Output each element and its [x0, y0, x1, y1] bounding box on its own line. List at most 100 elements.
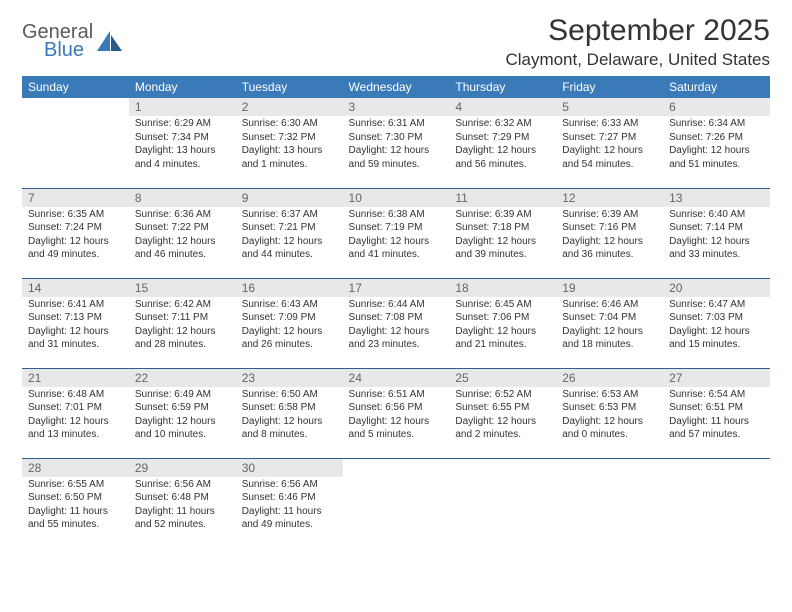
day-details: Sunrise: 6:32 AMSunset: 7:29 PMDaylight:… — [449, 116, 556, 175]
day-details: Sunrise: 6:41 AMSunset: 7:13 PMDaylight:… — [22, 297, 129, 356]
day-cell: 11Sunrise: 6:39 AMSunset: 7:18 PMDayligh… — [449, 188, 556, 278]
day-number: 30 — [236, 459, 343, 477]
day-details: Sunrise: 6:33 AMSunset: 7:27 PMDaylight:… — [556, 116, 663, 175]
dayname-cell: Sunday — [22, 76, 129, 98]
day-details: Sunrise: 6:39 AMSunset: 7:18 PMDaylight:… — [449, 207, 556, 266]
day-number: 13 — [663, 189, 770, 207]
day-details: Sunrise: 6:53 AMSunset: 6:53 PMDaylight:… — [556, 387, 663, 446]
day-cell: 30Sunrise: 6:56 AMSunset: 6:46 PMDayligh… — [236, 458, 343, 548]
day-cell: 21Sunrise: 6:48 AMSunset: 7:01 PMDayligh… — [22, 368, 129, 458]
day-details: Sunrise: 6:36 AMSunset: 7:22 PMDaylight:… — [129, 207, 236, 266]
day-details: Sunrise: 6:50 AMSunset: 6:58 PMDaylight:… — [236, 387, 343, 446]
day-cell: 20Sunrise: 6:47 AMSunset: 7:03 PMDayligh… — [663, 278, 770, 368]
day-cell: 29Sunrise: 6:56 AMSunset: 6:48 PMDayligh… — [129, 458, 236, 548]
day-number: 16 — [236, 279, 343, 297]
day-details: Sunrise: 6:56 AMSunset: 6:46 PMDaylight:… — [236, 477, 343, 536]
day-cell: 25Sunrise: 6:52 AMSunset: 6:55 PMDayligh… — [449, 368, 556, 458]
day-number: 11 — [449, 189, 556, 207]
day-details: Sunrise: 6:55 AMSunset: 6:50 PMDaylight:… — [22, 477, 129, 536]
dayname-cell: Monday — [129, 76, 236, 98]
day-cell: 19Sunrise: 6:46 AMSunset: 7:04 PMDayligh… — [556, 278, 663, 368]
day-number: 21 — [22, 369, 129, 387]
day-number: 25 — [449, 369, 556, 387]
week-row: 1Sunrise: 6:29 AMSunset: 7:34 PMDaylight… — [22, 98, 770, 188]
day-number: 9 — [236, 189, 343, 207]
day-number: 29 — [129, 459, 236, 477]
logo-word-2: Blue — [22, 40, 93, 60]
day-details: Sunrise: 6:43 AMSunset: 7:09 PMDaylight:… — [236, 297, 343, 356]
day-details: Sunrise: 6:39 AMSunset: 7:16 PMDaylight:… — [556, 207, 663, 266]
dayname-cell: Friday — [556, 76, 663, 98]
location: Claymont, Delaware, United States — [505, 50, 770, 70]
day-number: 22 — [129, 369, 236, 387]
day-cell — [449, 458, 556, 548]
day-number: 5 — [556, 98, 663, 116]
day-cell — [663, 458, 770, 548]
day-number: 26 — [556, 369, 663, 387]
day-number: 15 — [129, 279, 236, 297]
day-number: 1 — [129, 98, 236, 116]
day-cell: 6Sunrise: 6:34 AMSunset: 7:26 PMDaylight… — [663, 98, 770, 188]
day-details: Sunrise: 6:40 AMSunset: 7:14 PMDaylight:… — [663, 207, 770, 266]
day-number: 17 — [343, 279, 450, 297]
day-details: Sunrise: 6:56 AMSunset: 6:48 PMDaylight:… — [129, 477, 236, 536]
day-cell: 28Sunrise: 6:55 AMSunset: 6:50 PMDayligh… — [22, 458, 129, 548]
day-cell: 18Sunrise: 6:45 AMSunset: 7:06 PMDayligh… — [449, 278, 556, 368]
month-title: September 2025 — [505, 14, 770, 48]
day-cell: 16Sunrise: 6:43 AMSunset: 7:09 PMDayligh… — [236, 278, 343, 368]
day-cell: 23Sunrise: 6:50 AMSunset: 6:58 PMDayligh… — [236, 368, 343, 458]
day-number: 19 — [556, 279, 663, 297]
day-number: 18 — [449, 279, 556, 297]
day-cell: 3Sunrise: 6:31 AMSunset: 7:30 PMDaylight… — [343, 98, 450, 188]
day-cell: 7Sunrise: 6:35 AMSunset: 7:24 PMDaylight… — [22, 188, 129, 278]
day-cell: 24Sunrise: 6:51 AMSunset: 6:56 PMDayligh… — [343, 368, 450, 458]
logo-text: General Blue — [22, 22, 93, 60]
day-details: Sunrise: 6:46 AMSunset: 7:04 PMDaylight:… — [556, 297, 663, 356]
week-row: 7Sunrise: 6:35 AMSunset: 7:24 PMDaylight… — [22, 188, 770, 278]
day-details: Sunrise: 6:48 AMSunset: 7:01 PMDaylight:… — [22, 387, 129, 446]
day-details: Sunrise: 6:29 AMSunset: 7:34 PMDaylight:… — [129, 116, 236, 175]
week-row: 28Sunrise: 6:55 AMSunset: 6:50 PMDayligh… — [22, 458, 770, 548]
day-details: Sunrise: 6:45 AMSunset: 7:06 PMDaylight:… — [449, 297, 556, 356]
day-number: 14 — [22, 279, 129, 297]
day-details: Sunrise: 6:52 AMSunset: 6:55 PMDaylight:… — [449, 387, 556, 446]
day-cell — [343, 458, 450, 548]
day-number: 27 — [663, 369, 770, 387]
day-number: 24 — [343, 369, 450, 387]
dayname-cell: Tuesday — [236, 76, 343, 98]
day-cell: 1Sunrise: 6:29 AMSunset: 7:34 PMDaylight… — [129, 98, 236, 188]
day-cell — [22, 98, 129, 188]
dayname-cell: Wednesday — [343, 76, 450, 98]
calendar-page: General Blue September 2025 Claymont, De… — [0, 0, 792, 562]
day-number: 23 — [236, 369, 343, 387]
day-cell: 8Sunrise: 6:36 AMSunset: 7:22 PMDaylight… — [129, 188, 236, 278]
dayname-row: SundayMondayTuesdayWednesdayThursdayFrid… — [22, 76, 770, 98]
day-details: Sunrise: 6:35 AMSunset: 7:24 PMDaylight:… — [22, 207, 129, 266]
day-number: 4 — [449, 98, 556, 116]
day-details: Sunrise: 6:31 AMSunset: 7:30 PMDaylight:… — [343, 116, 450, 175]
day-cell: 22Sunrise: 6:49 AMSunset: 6:59 PMDayligh… — [129, 368, 236, 458]
day-cell: 2Sunrise: 6:30 AMSunset: 7:32 PMDaylight… — [236, 98, 343, 188]
day-details: Sunrise: 6:44 AMSunset: 7:08 PMDaylight:… — [343, 297, 450, 356]
header: General Blue September 2025 Claymont, De… — [22, 14, 770, 70]
day-details: Sunrise: 6:54 AMSunset: 6:51 PMDaylight:… — [663, 387, 770, 446]
logo-sail-icon — [97, 31, 123, 53]
day-number: 12 — [556, 189, 663, 207]
day-cell: 13Sunrise: 6:40 AMSunset: 7:14 PMDayligh… — [663, 188, 770, 278]
day-number: 8 — [129, 189, 236, 207]
day-cell: 12Sunrise: 6:39 AMSunset: 7:16 PMDayligh… — [556, 188, 663, 278]
day-cell: 17Sunrise: 6:44 AMSunset: 7:08 PMDayligh… — [343, 278, 450, 368]
day-number: 20 — [663, 279, 770, 297]
day-number: 3 — [343, 98, 450, 116]
day-details: Sunrise: 6:51 AMSunset: 6:56 PMDaylight:… — [343, 387, 450, 446]
day-details: Sunrise: 6:49 AMSunset: 6:59 PMDaylight:… — [129, 387, 236, 446]
day-cell: 27Sunrise: 6:54 AMSunset: 6:51 PMDayligh… — [663, 368, 770, 458]
calendar-table: SundayMondayTuesdayWednesdayThursdayFrid… — [22, 76, 770, 548]
day-details: Sunrise: 6:38 AMSunset: 7:19 PMDaylight:… — [343, 207, 450, 266]
day-cell: 5Sunrise: 6:33 AMSunset: 7:27 PMDaylight… — [556, 98, 663, 188]
day-details: Sunrise: 6:37 AMSunset: 7:21 PMDaylight:… — [236, 207, 343, 266]
day-number: 10 — [343, 189, 450, 207]
logo: General Blue — [22, 14, 123, 60]
day-number: 2 — [236, 98, 343, 116]
week-row: 21Sunrise: 6:48 AMSunset: 7:01 PMDayligh… — [22, 368, 770, 458]
